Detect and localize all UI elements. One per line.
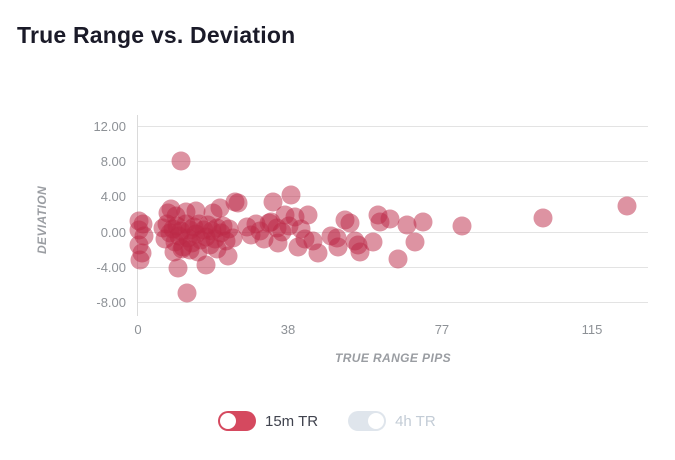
- x-tick-label: 115: [581, 322, 603, 337]
- data-point[interactable]: [134, 226, 154, 246]
- y-axis-title: DEVIATION: [35, 185, 49, 255]
- x-tick-label: 38: [280, 322, 296, 337]
- scatter-chart: 12.00 8.00 4.00 0.00 -4.00 -8.00 0 38 77 115 DEV…: [35, 115, 648, 365]
- data-point[interactable]: [533, 208, 553, 228]
- x-tick-label: 77: [434, 322, 450, 337]
- data-point[interactable]: [388, 249, 408, 269]
- data-point[interactable]: [177, 283, 197, 303]
- toggle-15m-tr[interactable]: [218, 411, 256, 431]
- y-gridline: [138, 231, 648, 233]
- legend-item-4h-tr[interactable]: 4h TR: [348, 411, 436, 431]
- data-point[interactable]: [328, 237, 348, 257]
- legend-label-4h-tr: 4h TR: [395, 412, 436, 430]
- toggle-knob: [220, 413, 236, 429]
- y-gridline: [138, 196, 648, 198]
- legend-item-15m-tr[interactable]: 15m TR: [218, 411, 318, 431]
- data-point[interactable]: [263, 192, 283, 212]
- legend-label-15m-tr: 15m TR: [265, 412, 319, 430]
- data-point[interactable]: [168, 258, 188, 278]
- toggle-4h-tr[interactable]: [348, 411, 387, 431]
- data-point[interactable]: [308, 243, 328, 263]
- y-tick-label: -4.00: [96, 259, 126, 275]
- data-point[interactable]: [363, 232, 383, 252]
- x-axis-title: TRUE RANGE PIPS: [334, 351, 451, 365]
- data-point[interactable]: [413, 212, 433, 232]
- data-point[interactable]: [405, 232, 425, 252]
- data-point[interactable]: [228, 193, 248, 213]
- y-tick-label: 12.00: [93, 118, 126, 134]
- data-point[interactable]: [223, 228, 243, 248]
- data-point[interactable]: [171, 151, 191, 171]
- x-tick-label: 0: [134, 322, 142, 337]
- y-tick-label: -8.00: [96, 295, 126, 311]
- y-gridline: [138, 302, 648, 304]
- y-tick-label: 0.00: [100, 224, 126, 240]
- data-point[interactable]: [188, 242, 208, 262]
- y-gridline: [138, 160, 648, 162]
- data-point[interactable]: [281, 185, 301, 205]
- data-point[interactable]: [298, 205, 318, 225]
- data-point[interactable]: [380, 209, 400, 229]
- y-tick-label: 8.00: [100, 153, 126, 169]
- toggle-knob: [368, 413, 385, 429]
- data-point[interactable]: [218, 246, 238, 266]
- y-tick-label: 4.00: [100, 189, 126, 205]
- data-point[interactable]: [617, 196, 637, 216]
- chart-title: True Range vs. Deviation: [17, 22, 296, 48]
- data-point[interactable]: [452, 216, 472, 236]
- data-point[interactable]: [397, 215, 417, 235]
- chart-legend: 15m TR 4h TR: [218, 411, 436, 431]
- data-point[interactable]: [210, 198, 230, 218]
- y-gridline: [138, 125, 648, 127]
- data-point[interactable]: [130, 250, 150, 270]
- plot-area: [129, 115, 648, 311]
- data-point[interactable]: [340, 213, 360, 233]
